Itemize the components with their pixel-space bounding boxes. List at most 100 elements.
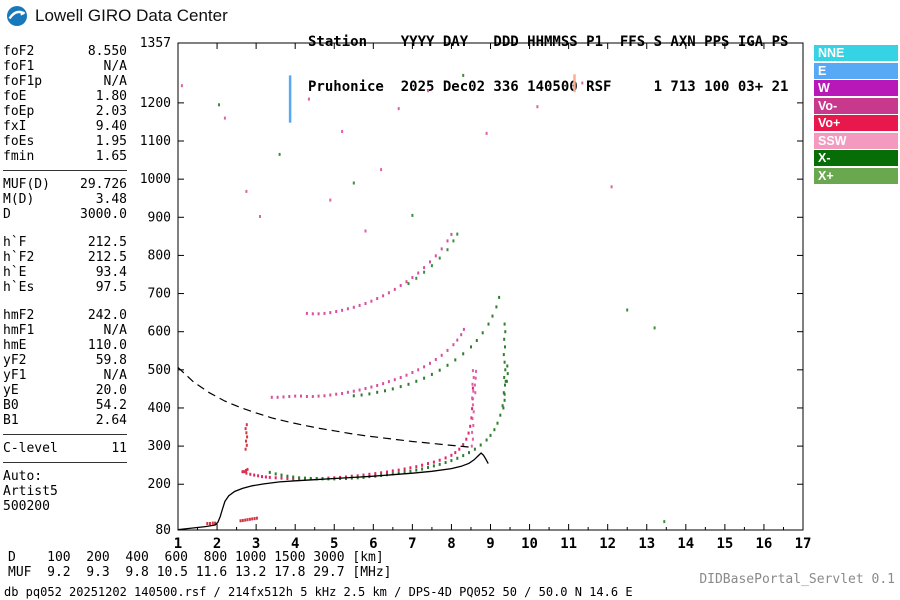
x-tick-label: 15 <box>716 536 733 552</box>
legend-item-e: E <box>814 62 898 79</box>
param-row-fmin: fmin 1.65 <box>3 149 127 164</box>
param-separator <box>3 170 127 171</box>
param-label: yE <box>3 383 19 398</box>
param-value: 97.5 <box>95 280 127 295</box>
series-f-trace-o-mode <box>241 386 474 481</box>
x-tick-label: 3 <box>252 536 260 552</box>
y-tick-label: 300 <box>148 439 171 454</box>
series-f-trace-x-mode <box>268 379 507 481</box>
giro-logo-icon <box>6 5 28 27</box>
param-label: h`E <box>3 265 27 280</box>
param-row-hme: hmE 110.0 <box>3 338 127 353</box>
param-value: 8.550 <box>87 44 127 59</box>
param-value: 1.95 <box>95 134 127 149</box>
param-row-hmf2: hmF2 242.0 <box>3 308 127 323</box>
series-muf-transmission-curve <box>177 367 472 448</box>
param-row-md: M(D) 3.48 <box>3 192 127 207</box>
param-label: 500200 <box>3 499 50 514</box>
param-label: yF1 <box>3 368 27 383</box>
param-row-yf2: yF2 59.8 <box>3 353 127 368</box>
x-tick-label: 12 <box>599 536 616 552</box>
param-row-he: h`E 93.4 <box>3 265 127 280</box>
param-row-ye: yE 20.0 <box>3 383 127 398</box>
param-label: M(D) <box>3 192 35 207</box>
param-value: 93.4 <box>95 265 127 280</box>
status-line: db pq052 20251202 140500.rsf / 214fx512h… <box>4 585 633 599</box>
legend-item-w: W <box>814 80 898 96</box>
servlet-version-label: DIDBasePortal_Servlet 0.1 <box>699 572 895 587</box>
param-row-foes: foEs 1.95 <box>3 134 127 149</box>
param-label: foEp <box>3 104 35 119</box>
param-label: MUF(D) <box>3 177 50 192</box>
param-label: B1 <box>3 413 19 428</box>
param-row-fof1p: foF1p N/A <box>3 74 127 89</box>
param-separator <box>3 462 127 463</box>
param-value: 59.8 <box>95 353 127 368</box>
x-tick-label: 16 <box>756 536 773 552</box>
station-header-columns: Station YYYY DAY DDD HHMMSS P1 FFS S AXN… <box>308 34 789 50</box>
param-value: 212.5 <box>87 235 127 250</box>
param-value: 242.0 <box>87 308 127 323</box>
param-value: N/A <box>103 74 127 89</box>
x-tick-label: 1 <box>174 536 182 552</box>
station-header-values: Pruhonice 2025 Dec02 336 140500 RSF 1 71… <box>308 79 789 95</box>
param-value: 1.80 <box>95 89 127 104</box>
x-tick-label: 9 <box>486 536 494 552</box>
param-label: hmF2 <box>3 308 35 323</box>
param-label: foF1 <box>3 59 35 74</box>
param-value: N/A <box>103 323 127 338</box>
brand-title: Lowell GIRO Data Center <box>35 6 228 25</box>
param-row-d: D 3000.0 <box>3 207 127 222</box>
param-label: foE <box>3 89 27 104</box>
legend-item-vo: Vo- <box>814 97 898 114</box>
legend-item-ssw: SSW <box>814 132 898 149</box>
param-value: N/A <box>103 59 127 74</box>
series-third-hop-x-mode <box>407 232 459 286</box>
param-row-artist5: Artist5 <box>3 484 127 499</box>
legend-item-x: X+ <box>814 167 898 184</box>
param-label: foEs <box>3 134 35 149</box>
x-tick-label: 4 <box>291 536 299 552</box>
x-tick-label: 17 <box>795 536 812 552</box>
series-asymptote-spread-o <box>470 369 477 448</box>
param-label: yF2 <box>3 353 27 368</box>
station-header: Station YYYY DAY DDD HHMMSS P1 FFS S AXN… <box>308 5 788 110</box>
series-noise-specks-pink <box>180 81 613 233</box>
param-value: 3.48 <box>95 192 127 207</box>
param-label: hmE <box>3 338 27 353</box>
y-tick-label: 1100 <box>140 134 171 149</box>
y-tick-label: 900 <box>148 210 171 225</box>
param-value: 11 <box>111 441 127 456</box>
param-row-foe: foE 1.80 <box>3 89 127 104</box>
param-row-auto: Auto: <box>3 469 127 484</box>
y-tick-label: 1000 <box>140 172 171 187</box>
param-row-foep: foEp 2.03 <box>3 104 127 119</box>
param-label: h`Es <box>3 280 35 295</box>
param-separator <box>3 434 127 435</box>
param-row-hf: h`F 212.5 <box>3 235 127 250</box>
param-value: 2.64 <box>95 413 127 428</box>
legend-item-nne: NNE <box>814 45 898 61</box>
param-label: foF1p <box>3 74 43 89</box>
param-label: D <box>3 207 11 222</box>
param-value: 3000.0 <box>80 207 127 222</box>
y-tick-label: 700 <box>148 287 171 302</box>
param-value: 9.40 <box>95 119 127 134</box>
series-noise-specks-green <box>218 73 666 524</box>
x-tick-label: 2 <box>213 536 221 552</box>
brand: Lowell GIRO Data Center <box>6 5 228 27</box>
y-tick-label: 80 <box>155 523 171 538</box>
series-second-hop-x-mode <box>352 295 501 398</box>
param-label: C-level <box>3 441 58 456</box>
param-value: 1.65 <box>95 149 127 164</box>
muf-scale-line: MUF 9.2 9.3 9.8 10.5 11.6 13.2 17.8 29.7… <box>8 565 392 580</box>
param-row-mufd: MUF(D) 29.726 <box>3 177 127 192</box>
param-row-b0: B0 54.2 <box>3 398 127 413</box>
plot-frame <box>177 42 804 531</box>
x-tick-label: 10 <box>521 536 538 552</box>
polarization-legend: NNE E W Vo- Vo+ SSW X- X+ <box>814 45 898 185</box>
param-label: fxI <box>3 119 27 134</box>
param-row-500200: 500200 <box>3 499 127 514</box>
legend-item-vo: Vo+ <box>814 115 898 131</box>
y-tick-label: 600 <box>148 325 171 340</box>
